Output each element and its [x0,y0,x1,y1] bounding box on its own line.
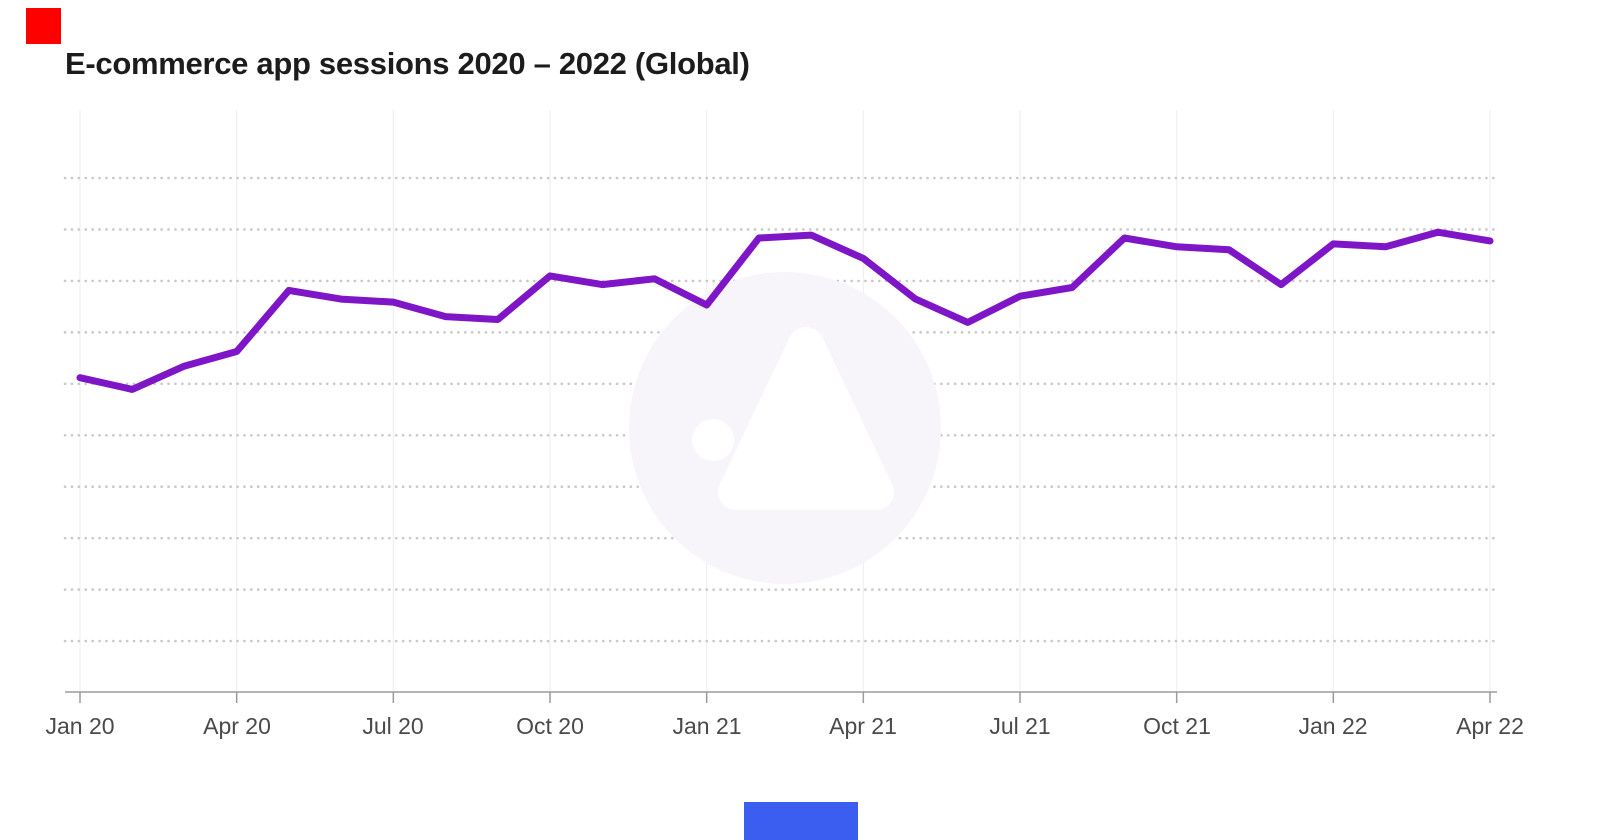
x-tick-label: Jul 21 [989,713,1051,739]
watermark-a-icon [718,327,894,510]
x-tick-label: Apr 22 [1456,713,1524,739]
x-tick-label: Oct 20 [516,713,584,739]
x-tick-label: Apr 21 [829,713,897,739]
x-tick-label: Jan 20 [45,713,115,739]
watermark-dot-icon [692,419,734,461]
brand-red-square [26,8,61,44]
chart-title: E-commerce app sessions 2020 – 2022 (Glo… [65,46,750,81]
sessions-line [76,228,1494,393]
x-tick-label: Jan 22 [1298,713,1368,739]
x-tick-label: Jul 20 [362,713,424,739]
x-tick-label: Apr 20 [203,713,271,739]
x-tick-label: Oct 21 [1143,713,1211,739]
x-tick-label: Jan 21 [672,713,742,739]
footer-blue-bar [744,802,858,840]
